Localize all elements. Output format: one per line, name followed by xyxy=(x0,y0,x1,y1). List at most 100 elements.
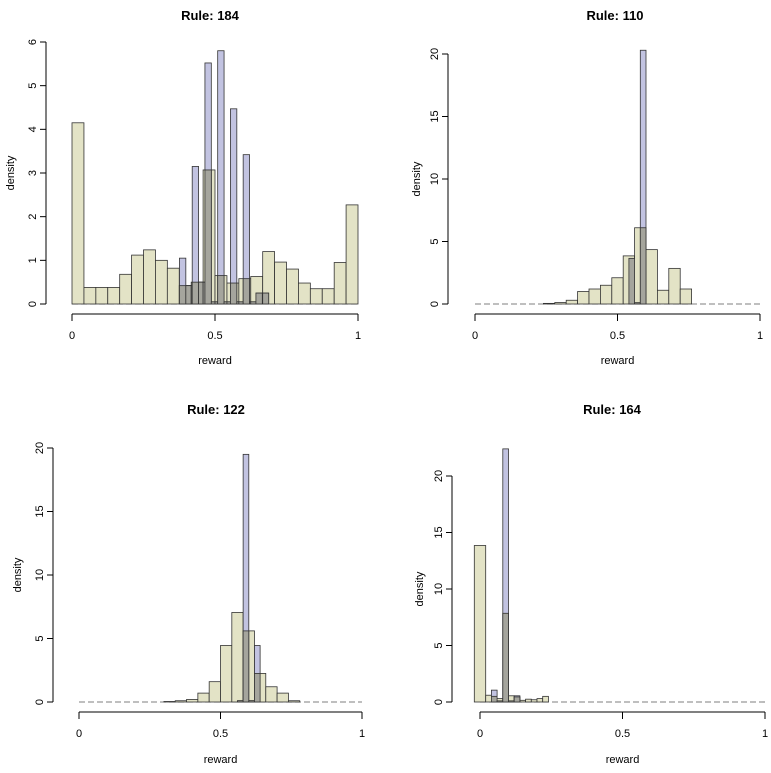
bar-series-a xyxy=(321,288,335,305)
bar-overlap xyxy=(204,169,212,305)
y-tick-label: 1 xyxy=(27,257,39,263)
x-tick-label: 0 xyxy=(477,728,483,740)
y-tick-label: 5 xyxy=(34,635,46,641)
y-tick-label: 4 xyxy=(27,126,39,132)
bar-series-a xyxy=(309,288,323,305)
x-tick-label: 0 xyxy=(76,728,82,740)
bar-series-a xyxy=(197,692,210,703)
bar-series-a xyxy=(83,287,97,305)
bar-overlap xyxy=(248,700,255,703)
bar-series-a xyxy=(288,700,301,703)
y-tick-label: 10 xyxy=(433,583,445,595)
bar-series-a xyxy=(166,267,180,305)
bar-series-a xyxy=(333,262,347,305)
bar-overlap xyxy=(496,700,504,703)
chart-panel-1: Rule: 184 0 1 2 3 4 5 6 density 0 0.5 1 reward xyxy=(5,8,361,367)
x-tick-label: 0 xyxy=(472,330,478,342)
y-tick-label: 0 xyxy=(27,301,39,307)
x-axis-label: reward xyxy=(606,754,640,766)
bar-series-a xyxy=(679,288,693,305)
bar-series-a xyxy=(231,612,244,703)
y-tick-label: 20 xyxy=(429,48,441,60)
x-tick-label: 1 xyxy=(757,330,763,342)
bar-overlap xyxy=(250,301,257,305)
bar-series-a xyxy=(220,645,233,703)
bar-series-b xyxy=(230,108,238,305)
bar-overlap xyxy=(508,700,515,703)
bar-series-a xyxy=(668,267,681,305)
bar-overlap xyxy=(198,281,204,305)
bar-series-a xyxy=(519,699,527,703)
x-tick-label: 0.5 xyxy=(207,330,222,342)
bar-series-a xyxy=(611,277,624,305)
y-tick-label: 0 xyxy=(34,699,46,705)
bar-overlap xyxy=(634,302,641,305)
bar-overlap xyxy=(242,630,250,703)
y-tick-label: 0 xyxy=(433,699,445,705)
bar-series-a xyxy=(543,302,556,305)
chart-title: Rule: 184 xyxy=(181,8,240,23)
bar-series-a xyxy=(530,699,538,703)
bar-series-a xyxy=(107,287,121,305)
bar-series-a xyxy=(95,287,109,305)
x-axis-label: reward xyxy=(198,355,232,367)
y-axis-label: density xyxy=(411,161,423,196)
bar-overlap xyxy=(230,282,238,305)
bar-series-a xyxy=(577,291,590,305)
bar-overlap xyxy=(502,612,509,703)
bar-overlap xyxy=(254,673,261,703)
x-axis-label: reward xyxy=(601,355,635,367)
bar-series-a xyxy=(542,695,549,703)
bar-overlap xyxy=(226,301,231,305)
bar-overlap xyxy=(262,292,270,305)
chart-panel-3: Rule: 122 0 5 10 15 20 density 0 0.5 1 reward xyxy=(12,402,365,766)
bar-overlap xyxy=(185,285,192,305)
bar-overlap xyxy=(191,281,199,305)
chart-title: Rule: 122 xyxy=(187,402,245,417)
bar-series-a xyxy=(186,699,199,703)
bar-series-a xyxy=(525,698,532,703)
bar-series-a xyxy=(163,701,176,703)
x-tick-label: 1 xyxy=(359,728,365,740)
bar-series-a xyxy=(298,282,311,305)
x-tick-label: 1 xyxy=(762,728,768,740)
bar-overlap xyxy=(237,700,244,703)
bar-series-a xyxy=(645,249,658,305)
y-tick-label: 0 xyxy=(429,301,441,307)
bar-series-a xyxy=(536,698,544,703)
bar-overlap xyxy=(490,695,498,703)
y-tick-label: 5 xyxy=(433,642,445,648)
bar-overlap xyxy=(628,257,636,305)
bar-series-a xyxy=(208,681,221,703)
bar-series-a xyxy=(286,268,299,305)
y-axis-label: density xyxy=(5,155,17,190)
y-tick-label: 5 xyxy=(429,238,441,244)
y-tick-label: 15 xyxy=(433,526,445,538)
y-tick-label: 10 xyxy=(34,569,46,581)
bar-series-a xyxy=(588,288,601,305)
bar-overlap xyxy=(217,275,225,305)
bar-series-a xyxy=(473,545,487,703)
y-tick-label: 3 xyxy=(27,170,39,176)
bar-series-a xyxy=(119,273,132,305)
y-tick-label: 15 xyxy=(429,110,441,122)
y-tick-label: 6 xyxy=(27,39,39,45)
bar-overlap xyxy=(255,292,263,305)
x-tick-label: 0.5 xyxy=(213,728,228,740)
bar-series-a xyxy=(71,122,85,305)
x-tick-label: 1 xyxy=(355,330,361,342)
bar-series-a xyxy=(174,700,187,703)
bar-series-a xyxy=(565,299,579,305)
bar-overlap xyxy=(214,301,219,305)
bar-overlap xyxy=(179,285,187,305)
bar-series-b xyxy=(217,50,225,305)
bar-series-a xyxy=(274,261,287,305)
x-tick-label: 0.5 xyxy=(615,728,630,740)
bar-overlap xyxy=(639,227,647,305)
bar-overlap xyxy=(210,301,216,305)
y-tick-label: 20 xyxy=(433,470,445,482)
bar-overlap xyxy=(242,278,250,305)
y-tick-label: 20 xyxy=(34,442,46,454)
x-tick-label: 0.5 xyxy=(610,330,625,342)
x-tick-label: 0 xyxy=(69,330,75,342)
